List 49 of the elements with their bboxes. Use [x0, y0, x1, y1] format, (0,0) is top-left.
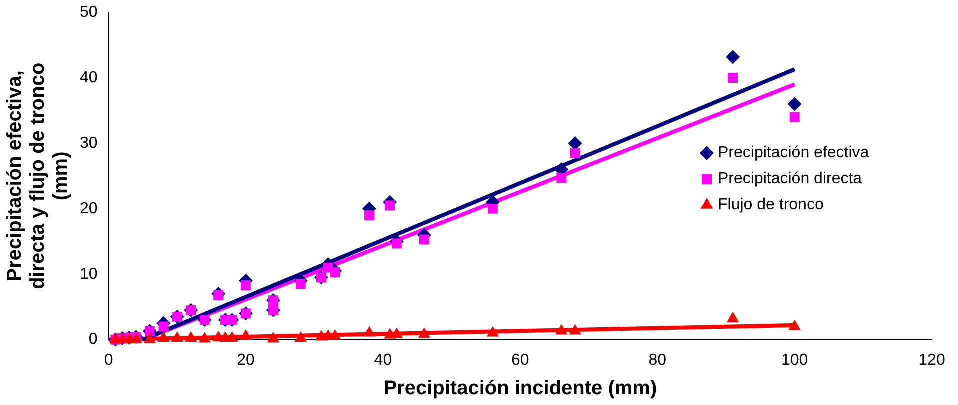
point — [790, 112, 800, 122]
x-tick-label: 40 — [374, 352, 392, 369]
point — [171, 331, 184, 342]
legend-label: Precipitación directa — [718, 170, 862, 188]
point — [268, 296, 278, 306]
point — [568, 136, 582, 150]
point — [267, 332, 280, 343]
x-tick-label: 60 — [512, 352, 530, 369]
point — [158, 322, 169, 332]
point — [555, 324, 568, 335]
point — [364, 210, 374, 220]
x-tick-label: 0 — [104, 352, 114, 369]
y-tick-label: 30 — [80, 134, 98, 152]
point — [788, 320, 801, 330]
y-tick-label: 50 — [80, 4, 98, 22]
x-tick-label: 120 — [918, 352, 946, 369]
point — [488, 204, 498, 214]
point — [296, 279, 306, 290]
point — [158, 331, 170, 342]
point — [198, 332, 211, 343]
point — [728, 73, 738, 83]
y-tick-label: 10 — [80, 266, 98, 283]
point — [570, 148, 580, 158]
point — [726, 50, 740, 64]
x-tick-label: 100 — [781, 352, 808, 369]
y-tick-label: 40 — [80, 69, 98, 86]
point — [240, 330, 252, 340]
x-tick-label: 80 — [648, 352, 667, 369]
y-tick-label: 20 — [80, 200, 98, 218]
y-tick-label: 0 — [88, 331, 98, 348]
point — [569, 324, 582, 335]
point — [385, 200, 396, 211]
point — [185, 331, 198, 342]
point — [363, 326, 376, 337]
point — [486, 326, 500, 337]
y-axis-title: Precipitación efectiva, directa y flujo de tronco (mm) — [4, 62, 72, 290]
x-axis-title: Precipitación incidente (mm) — [384, 378, 658, 400]
point — [294, 331, 307, 342]
point — [241, 280, 251, 290]
legend-label: Flujo de tronco — [718, 196, 824, 214]
point — [788, 97, 802, 112]
x-tick-label: 20 — [237, 352, 255, 369]
point — [418, 328, 430, 338]
point — [144, 332, 156, 344]
point — [726, 312, 740, 322]
point — [145, 326, 155, 336]
point — [419, 234, 430, 245]
point — [556, 173, 567, 184]
legend-label: Precipitación efectiva — [718, 144, 870, 162]
